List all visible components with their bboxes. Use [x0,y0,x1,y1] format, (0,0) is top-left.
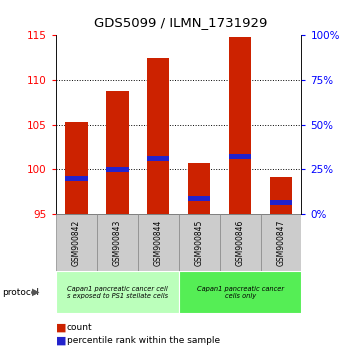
Bar [188,163,210,214]
Bar [229,37,251,214]
Bar [261,214,301,271]
Text: ■: ■ [56,322,66,332]
Text: ▶: ▶ [32,287,39,297]
Bar [65,122,88,214]
Bar [56,214,97,271]
Text: count: count [67,323,92,332]
Bar [229,154,251,159]
Text: GSM900847: GSM900847 [277,219,286,266]
Bar [65,176,88,181]
Text: GDS5099 / ILMN_1731929: GDS5099 / ILMN_1731929 [94,16,267,29]
Text: GSM900845: GSM900845 [195,219,204,266]
Text: GSM900844: GSM900844 [154,219,163,266]
Bar [270,200,292,205]
Text: Capan1 pancreatic cancer cell
s exposed to PS1 stellate cells: Capan1 pancreatic cancer cell s exposed … [67,285,168,299]
Bar [138,214,179,271]
Bar [179,214,219,271]
Text: ■: ■ [56,336,66,346]
Bar [188,196,210,200]
Bar [179,271,301,313]
Bar [147,156,170,161]
Text: GSM900842: GSM900842 [72,219,81,266]
Bar [106,91,129,214]
Text: protocol: protocol [2,287,39,297]
Text: Capan1 pancreatic cancer
cells only: Capan1 pancreatic cancer cells only [196,285,284,299]
Text: GSM900843: GSM900843 [113,219,122,266]
Bar [270,177,292,214]
Bar [106,167,129,172]
Bar [219,214,261,271]
Text: percentile rank within the sample: percentile rank within the sample [67,336,220,345]
Bar [97,214,138,271]
Bar [147,58,170,214]
Text: GSM900846: GSM900846 [236,219,244,266]
Bar [56,271,179,313]
